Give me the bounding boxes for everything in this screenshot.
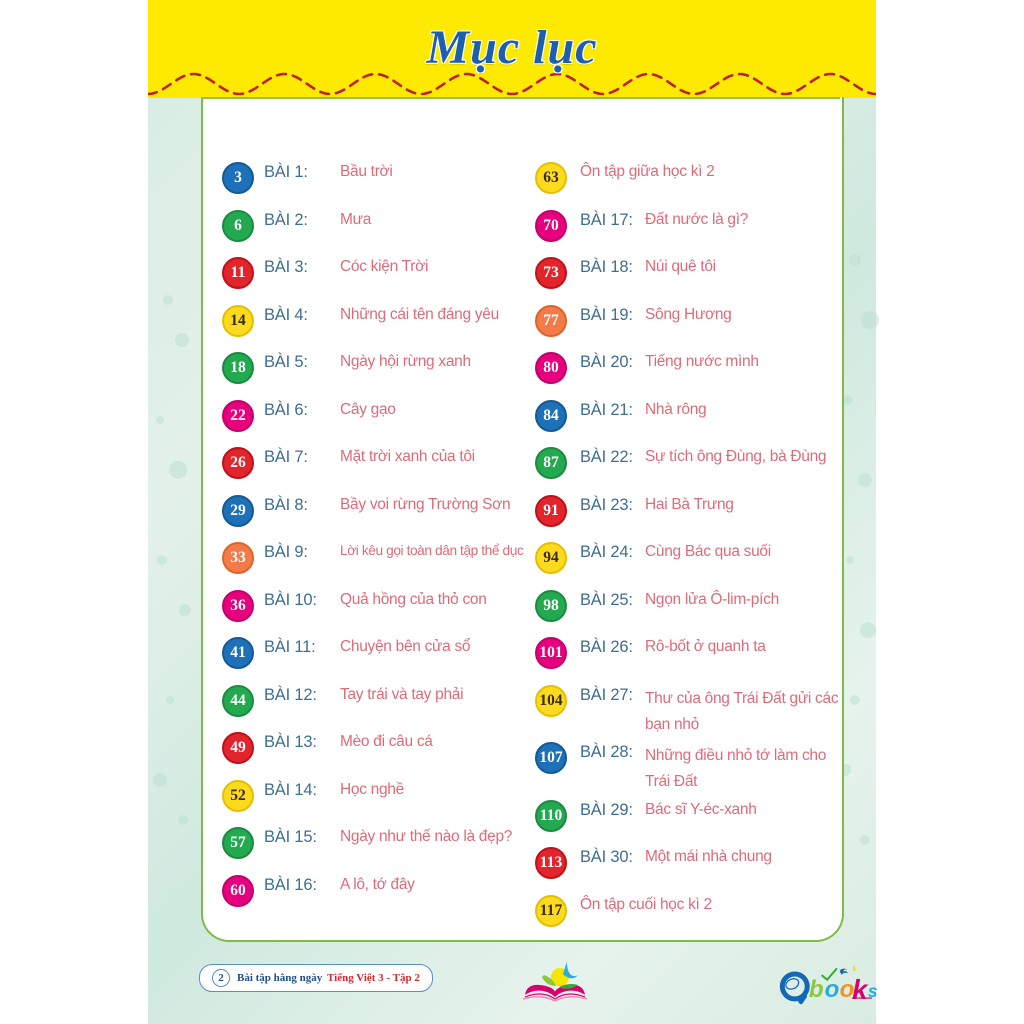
svg-text:b: b (809, 976, 824, 1003)
svg-text:k: k (852, 974, 869, 1005)
svg-text:s: s (868, 981, 878, 1001)
